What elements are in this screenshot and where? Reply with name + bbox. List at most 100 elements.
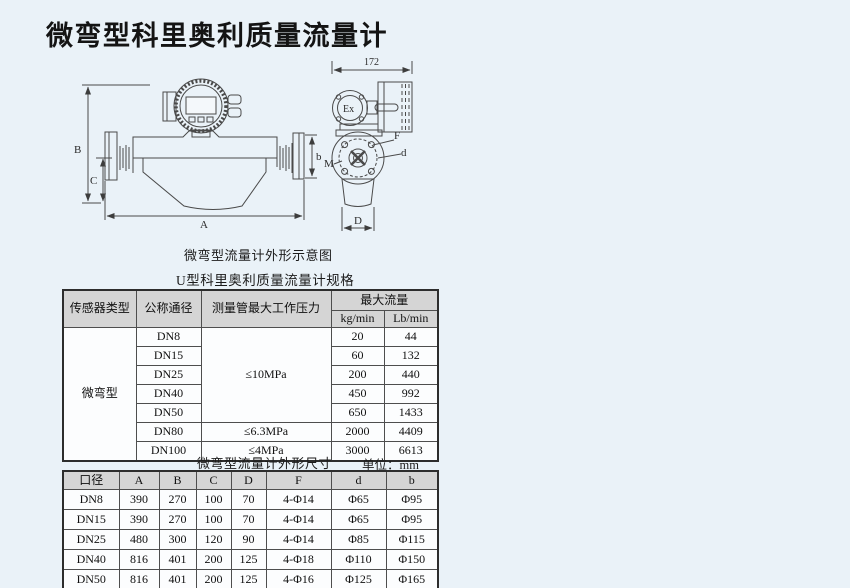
kg-cell: 200 bbox=[330, 365, 385, 385]
spec-row-dn15: DN15 60 132 bbox=[63, 346, 439, 366]
dim-cell: 390 bbox=[118, 489, 160, 510]
dim-cell: 4-Φ16 bbox=[265, 569, 332, 588]
spec-row-dn25: DN25 200 440 bbox=[63, 365, 439, 385]
lb-cell: 992 bbox=[383, 384, 439, 404]
dim-cell: Φ165 bbox=[385, 569, 439, 588]
dim-cell: 4-Φ14 bbox=[265, 529, 332, 550]
dim-header-row: 口径 A B C D F d b bbox=[62, 470, 439, 490]
dn-cell: DN80 bbox=[135, 422, 202, 442]
dim-cell: Φ125 bbox=[330, 569, 387, 588]
pressure-cell: ≤4MPa bbox=[200, 441, 332, 462]
dim-table-title: 微弯型流量计外形尺寸 bbox=[197, 456, 333, 471]
dim-cell: Φ95 bbox=[385, 509, 439, 530]
dim-col-B: B bbox=[158, 470, 197, 490]
dim-col-F: F bbox=[265, 470, 332, 490]
spec-row-dn50: DN50 650 1433 bbox=[63, 403, 439, 423]
dim-cell: 816 bbox=[118, 549, 160, 570]
dim-cell: Φ85 bbox=[330, 529, 387, 550]
dim-cell: 125 bbox=[230, 549, 267, 570]
dim-row-dn40: DN40 816 401 200 125 4-Φ18 Φ110 Φ150 bbox=[62, 549, 439, 570]
dim-cell: 120 bbox=[195, 529, 232, 550]
dim-cell: 816 bbox=[118, 569, 160, 588]
technical-drawing: B C A b bbox=[74, 57, 413, 231]
bore-cell: DN50 bbox=[62, 569, 120, 588]
figure-caption: 微弯型流量计外形示意图 bbox=[184, 248, 333, 263]
lb-cell: 6613 bbox=[383, 441, 439, 462]
dim-cell: 200 bbox=[195, 569, 232, 588]
dim-cell: 4-Φ14 bbox=[265, 509, 332, 530]
dim-cell: 401 bbox=[158, 549, 197, 570]
dim-cell: 300 bbox=[158, 529, 197, 550]
dn-cell: DN8 bbox=[135, 327, 202, 347]
spec-col-sensor-type: 传感器类型 bbox=[62, 289, 137, 328]
dn-cell: DN100 bbox=[135, 441, 202, 462]
dim-cell: Φ95 bbox=[385, 489, 439, 510]
dim-cell: 125 bbox=[230, 569, 267, 588]
dim-label-C: C bbox=[90, 175, 97, 187]
dn-cell: DN25 bbox=[135, 365, 202, 385]
page-title: 微弯型科里奥利质量流量计 bbox=[46, 21, 388, 51]
dim-row-dn15: DN15 390 270 100 70 4-Φ14 Φ65 Φ95 bbox=[62, 509, 439, 530]
dimensions-table: 口径 A B C D F d b DN8 390 270 100 70 4-Φ1… bbox=[62, 470, 439, 588]
lb-cell: 4409 bbox=[383, 422, 439, 442]
dim-cell: Φ65 bbox=[330, 489, 387, 510]
dim-cell: 390 bbox=[118, 509, 160, 530]
lb-cell: 440 bbox=[383, 365, 439, 385]
dim-cell: 4-Φ18 bbox=[265, 549, 332, 570]
spec-table-title: U型科里奥利质量流量计规格 bbox=[176, 273, 355, 288]
bore-cell: DN15 bbox=[62, 509, 120, 530]
kg-cell: 650 bbox=[330, 403, 385, 423]
dim-label-D: D bbox=[354, 215, 362, 227]
dim-cell: Φ115 bbox=[385, 529, 439, 550]
kg-cell: 450 bbox=[330, 384, 385, 404]
dim-cell: 4-Φ14 bbox=[265, 489, 332, 510]
kg-cell: 2000 bbox=[330, 422, 385, 442]
dim-row-dn25: DN25 480 300 120 90 4-Φ14 Φ85 Φ115 bbox=[62, 529, 439, 550]
bore-cell: DN8 bbox=[62, 489, 120, 510]
dim-col-D: D bbox=[230, 470, 267, 490]
bore-cell: DN40 bbox=[62, 549, 120, 570]
label-F: F bbox=[394, 130, 400, 142]
spec-table: 传感器类型 公称通径 测量管最大工作压力 最大流量 kg/min Lb/min … bbox=[62, 289, 440, 462]
dim-cell: 270 bbox=[158, 509, 197, 530]
dim-cell: 270 bbox=[158, 489, 197, 510]
dim-label-A: A bbox=[200, 219, 208, 231]
dn-cell: DN15 bbox=[135, 346, 202, 366]
dim-cell: 70 bbox=[230, 489, 267, 510]
spec-row-dn100: DN100 ≤4MPa 3000 6613 bbox=[63, 441, 439, 462]
spec-row-dn8: 微弯型 DN8 ≤10MPa 20 44 bbox=[62, 327, 439, 462]
dim-row-dn50: DN50 816 401 200 125 4-Φ16 Φ125 Φ165 bbox=[62, 569, 439, 588]
dim-col-A: A bbox=[118, 470, 160, 490]
side-view-drawing bbox=[82, 78, 317, 220]
spec-col-kg-min: kg/min bbox=[330, 310, 385, 328]
dn-cell: DN40 bbox=[135, 384, 202, 404]
dim-cell: 100 bbox=[195, 509, 232, 530]
dim-cell: Φ110 bbox=[330, 549, 387, 570]
dim-col-C: C bbox=[195, 470, 232, 490]
dim-label-172: 172 bbox=[364, 57, 379, 68]
spec-row-dn40: DN40 450 992 bbox=[63, 384, 439, 404]
end-view-drawing bbox=[331, 61, 413, 231]
lb-cell: 1433 bbox=[383, 403, 439, 423]
pressure-cell: ≤6.3MPa bbox=[200, 422, 332, 442]
kg-cell: 20 bbox=[330, 327, 385, 347]
unit-label: 单位：mm bbox=[362, 458, 419, 472]
dim-label-B: B bbox=[74, 144, 81, 156]
kg-cell: 60 bbox=[330, 346, 385, 366]
label-M: M bbox=[324, 158, 334, 170]
spec-col-max-flow: 最大流量 bbox=[330, 289, 439, 311]
dim-cell: 401 bbox=[158, 569, 197, 588]
lb-cell: 44 bbox=[383, 327, 439, 347]
bore-cell: DN25 bbox=[62, 529, 120, 550]
dim-label-b: b bbox=[316, 151, 322, 163]
dim-cell: Φ65 bbox=[330, 509, 387, 530]
sensor-type-cell: 微弯型 bbox=[62, 327, 137, 462]
dim-cell: 70 bbox=[230, 509, 267, 530]
dim-col-bore: 口径 bbox=[62, 470, 120, 490]
dn-cell: DN50 bbox=[135, 403, 202, 423]
dim-col-d: d bbox=[330, 470, 387, 490]
lb-cell: 132 bbox=[383, 346, 439, 366]
pressure-cell: ≤10MPa bbox=[200, 327, 332, 423]
dim-row-dn8: DN8 390 270 100 70 4-Φ14 Φ65 Φ95 bbox=[62, 489, 439, 510]
